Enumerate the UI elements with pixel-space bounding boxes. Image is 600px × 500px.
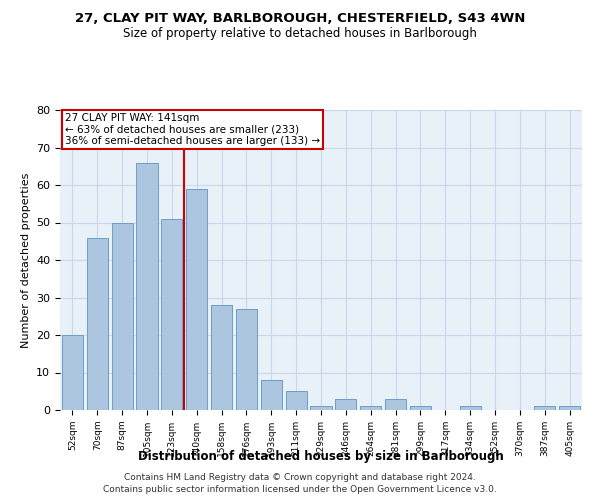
Bar	[385, 399, 406, 410]
Bar	[136, 162, 158, 410]
Bar	[112, 222, 133, 410]
Text: Contains HM Land Registry data © Crown copyright and database right 2024.: Contains HM Land Registry data © Crown c…	[124, 472, 476, 482]
Text: 27 CLAY PIT WAY: 141sqm
← 63% of detached houses are smaller (233)
36% of semi-d: 27 CLAY PIT WAY: 141sqm ← 63% of detache…	[65, 113, 320, 146]
Bar	[261, 380, 282, 410]
Bar	[62, 335, 83, 410]
Y-axis label: Number of detached properties: Number of detached properties	[20, 172, 31, 348]
Text: 27, CLAY PIT WAY, BARLBOROUGH, CHESTERFIELD, S43 4WN: 27, CLAY PIT WAY, BARLBOROUGH, CHESTERFI…	[75, 12, 525, 26]
Bar	[410, 406, 431, 410]
Bar	[310, 406, 332, 410]
Text: Distribution of detached houses by size in Barlborough: Distribution of detached houses by size …	[138, 450, 504, 463]
Bar	[460, 406, 481, 410]
Bar	[335, 399, 356, 410]
Bar	[186, 188, 207, 410]
Bar	[286, 391, 307, 410]
Bar	[559, 406, 580, 410]
Text: Contains public sector information licensed under the Open Government Licence v3: Contains public sector information licen…	[103, 485, 497, 494]
Bar	[161, 219, 182, 410]
Bar	[236, 308, 257, 410]
Bar	[360, 406, 381, 410]
Bar	[534, 406, 555, 410]
Bar	[211, 305, 232, 410]
Text: Size of property relative to detached houses in Barlborough: Size of property relative to detached ho…	[123, 28, 477, 40]
Bar	[87, 238, 108, 410]
